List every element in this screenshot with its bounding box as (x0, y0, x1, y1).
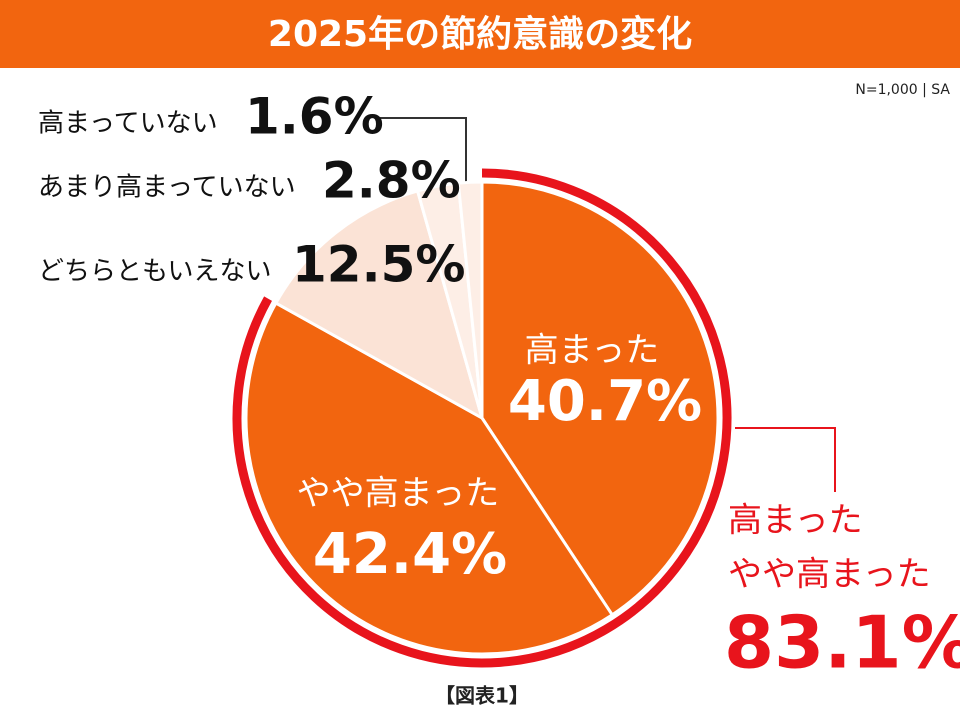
summary-leader (735, 427, 836, 492)
pie-slice (456, 180, 484, 419)
value-label: 40.7% (508, 369, 702, 434)
slice-label: どちらともいえない (38, 257, 271, 287)
caption: 【図表1】 (435, 684, 529, 708)
summary-label: 高まった (728, 501, 863, 541)
chart-title: 2025年の節約意識の変化 (268, 13, 692, 55)
summary-value: 83.1% (724, 601, 960, 685)
summary-label: やや高まった (728, 555, 931, 595)
leader-line (380, 117, 467, 196)
note: N=1,000 | SA (855, 82, 950, 98)
slice-label: 高まっていない (38, 109, 218, 139)
title-bar (0, 0, 960, 68)
slice-label: あまり高まっていない (38, 173, 296, 203)
value-label: 12.5% (292, 236, 465, 294)
slice-label: やや高まった (297, 474, 500, 514)
pie-slice (244, 300, 615, 656)
value-label: 1.6% (245, 88, 384, 146)
slice-label: 高まった (525, 331, 660, 371)
value-label: 2.8% (322, 152, 461, 210)
value-label: 42.4% (313, 522, 507, 587)
summary-arc (232, 168, 732, 668)
pie-slice (273, 189, 485, 422)
